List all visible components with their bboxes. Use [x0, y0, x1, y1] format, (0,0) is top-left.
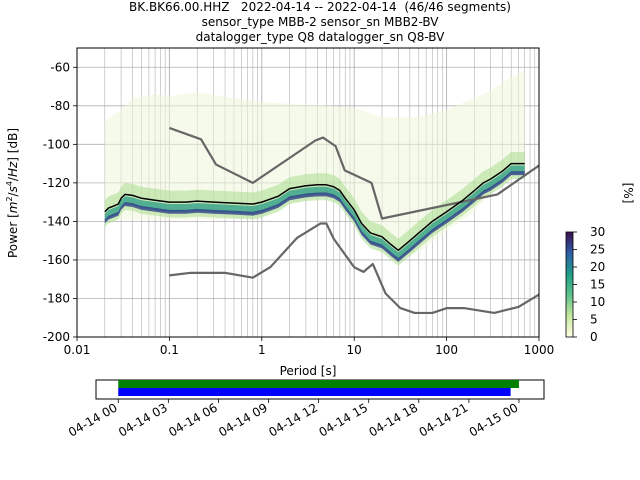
noise-model-nlnm	[169, 222, 539, 315]
timeline-tick-label: 04-14 09	[216, 400, 270, 439]
timeline-tick-label: 04-14 03	[116, 400, 170, 439]
timeline-bars	[118, 380, 519, 396]
x-tick-label: 1000	[524, 343, 555, 357]
x-tick-label: 10	[347, 343, 362, 357]
timeline-tick-label: 04-14 21	[417, 400, 471, 439]
timeline-tick-label: 04-14 00	[66, 400, 120, 439]
title-line-1: BK.BK66.00.HHZ 2022-04-14 -- 2022-04-14 …	[129, 0, 511, 14]
y-tick-label: -60	[50, 60, 70, 74]
colorbar-tick-label: 0	[590, 330, 598, 344]
psd-plot: 0.01 0.1 1 10 100 1000 -200 -180 -160 -140 -120 -1…	[5, 47, 555, 378]
y-axis-ticks: -200 -180 -160 -140 -120 -100 -80 -60	[43, 60, 77, 344]
y-axis-label: Power [m2/s4/Hz] [dB]	[5, 128, 20, 258]
title-line-2: sensor_type MBB-2 sensor_sn MBB2-BV	[201, 15, 439, 29]
colorbar-gradient	[565, 231, 574, 338]
x-tick-label: 0.01	[64, 343, 91, 357]
noise-model-nhnm	[169, 126, 539, 220]
colorbar-tick-label: 30	[590, 225, 605, 239]
y-tick-label: -140	[43, 214, 70, 228]
noise-models	[169, 126, 539, 315]
colorbar-tick-label: 15	[590, 278, 605, 292]
density-peak	[104, 165, 525, 260]
colorbar-tick-label: 10	[590, 295, 605, 309]
x-tick-label: 0.1	[160, 343, 179, 357]
mode-line	[104, 162, 525, 252]
timeline-tick-label: 04-14 06	[166, 400, 220, 439]
y-tick-label: -100	[43, 137, 70, 151]
y-tick-label: -200	[43, 330, 70, 344]
colorbar-tick-label: 5	[590, 313, 598, 327]
y-tick-label: -120	[43, 176, 70, 190]
timeline-tick-label: 04-14 15	[316, 400, 370, 439]
y-tick-label: -160	[43, 253, 70, 267]
colorbar: 0 5 10 15 20 25 30 [%]	[565, 183, 635, 344]
title-line-3: datalogger_type Q8 datalogger_sn Q8-BV	[195, 30, 445, 44]
timeline-bar-coverage	[118, 380, 519, 388]
colorbar-tick-label: 25	[590, 243, 605, 257]
timeline-tick-label: 04-14 12	[266, 400, 320, 439]
x-tick-label: 1	[258, 343, 266, 357]
x-tick-label: 100	[435, 343, 458, 357]
colorbar-ticks: 0 5 10 15 20 25 30	[573, 225, 605, 344]
figure-titles: BK.BK66.00.HHZ 2022-04-14 -- 2022-04-14 …	[0, 0, 640, 45]
timeline-tick-label: 04-15 00	[467, 400, 521, 439]
y-tick-label: -80	[50, 99, 70, 113]
timeline-tick-label: 04-14 18	[367, 400, 421, 439]
colorbar-label: [%]	[621, 183, 635, 204]
x-axis-ticks: 0.01 0.1 1 10 100 1000	[64, 337, 555, 357]
mode-curve	[104, 162, 525, 252]
colorbar-tick-label: 20	[590, 260, 605, 274]
timeline-bar-segments	[118, 388, 511, 396]
plot-frame	[76, 47, 540, 338]
y-tick-label: -180	[43, 291, 70, 305]
x-axis-label: Period [s]	[280, 364, 337, 378]
